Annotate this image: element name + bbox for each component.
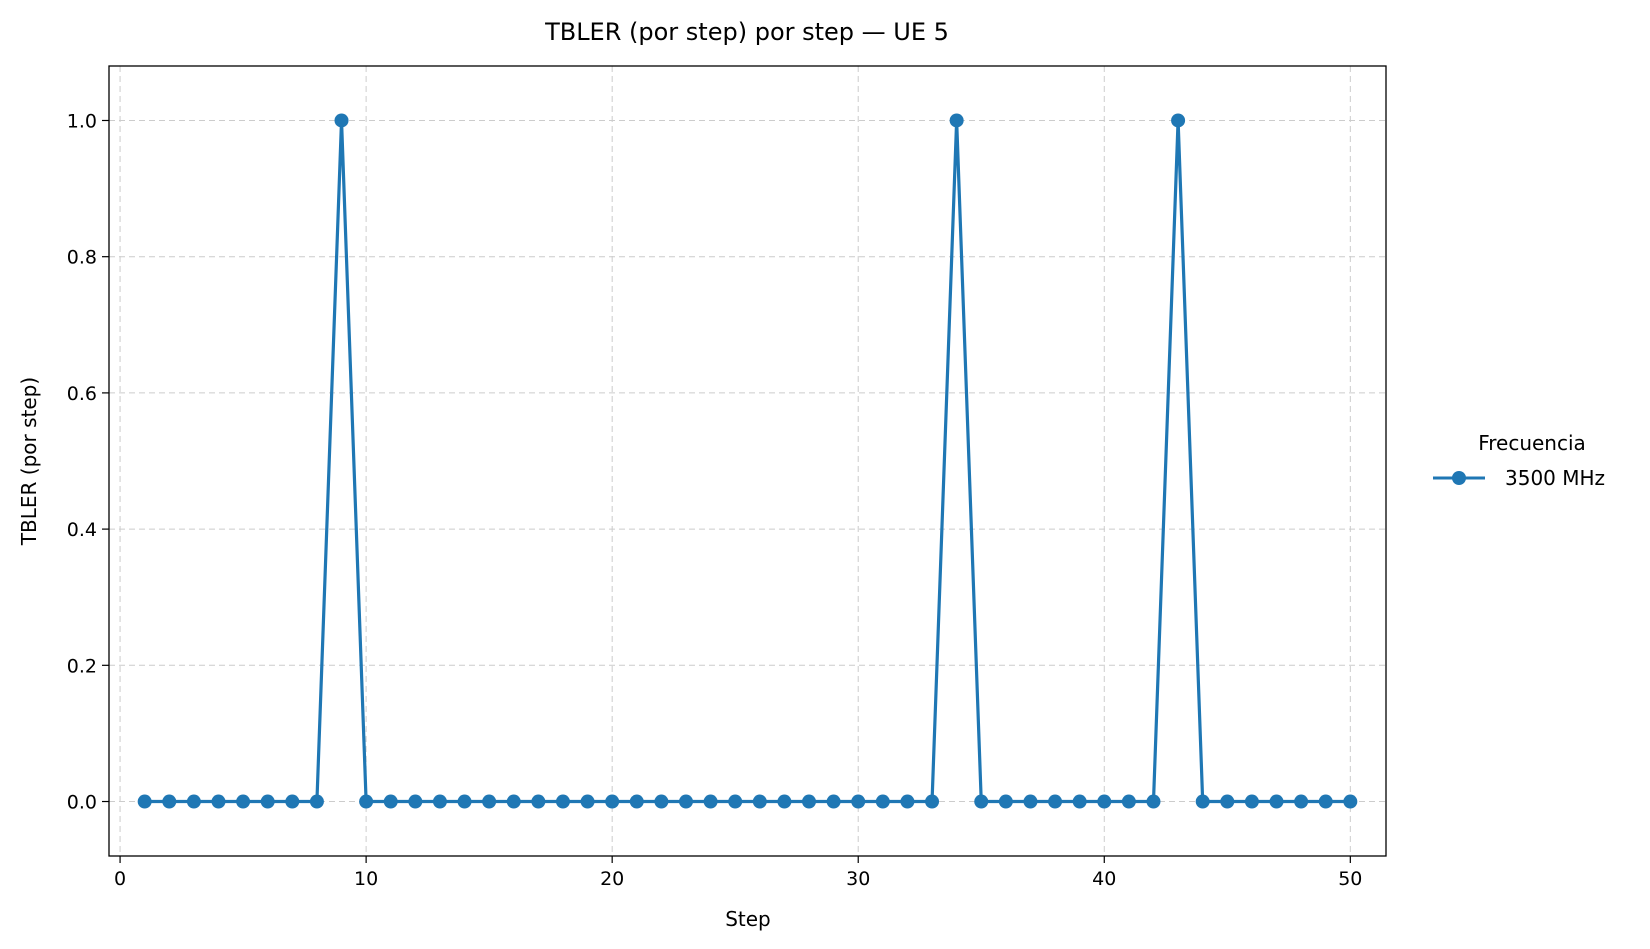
y-tick-label: 0.8 — [67, 247, 97, 269]
y-tick-label: 0.4 — [67, 519, 97, 541]
y-tick-label: 0.0 — [67, 792, 97, 814]
data-point — [1023, 794, 1038, 809]
data-point — [1343, 794, 1358, 809]
x-tick-label: 50 — [1338, 868, 1362, 890]
data-point — [777, 794, 792, 809]
x-axis-label: Step — [725, 907, 771, 931]
data-point — [851, 794, 866, 809]
data-point — [1195, 794, 1210, 809]
data-point — [875, 794, 890, 809]
data-point — [900, 794, 915, 809]
legend: Frecuencia 3500 MHz — [1433, 431, 1605, 490]
data-point — [728, 794, 743, 809]
data-point — [137, 794, 152, 809]
data-point — [802, 794, 817, 809]
plot-frame — [108, 65, 1387, 857]
x-tick-label: 10 — [354, 868, 378, 890]
x-tick-label: 40 — [1092, 868, 1116, 890]
data-point — [925, 794, 940, 809]
data-point — [826, 794, 841, 809]
data-point — [580, 794, 595, 809]
x-tick-label: 30 — [846, 868, 870, 890]
data-point — [186, 794, 201, 809]
legend-title: Frecuencia — [1478, 431, 1586, 455]
data-point — [1072, 794, 1087, 809]
data-point — [260, 794, 275, 809]
data-point — [1294, 794, 1309, 809]
data-point — [555, 794, 570, 809]
x-tick-label: 0 — [114, 868, 126, 890]
data-point — [1048, 794, 1063, 809]
data-point — [408, 794, 423, 809]
data-point — [482, 794, 497, 809]
y-tick-label: 0.2 — [67, 655, 97, 677]
data-point — [1220, 794, 1235, 809]
data-point — [1097, 794, 1112, 809]
y-tick-label: 0.6 — [67, 383, 97, 405]
data-point — [605, 794, 620, 809]
data-point — [752, 794, 767, 809]
data-point — [998, 794, 1013, 809]
data-point — [334, 113, 349, 128]
data-point — [285, 794, 300, 809]
chart-title: TBLER (por step) por step — UE 5 — [544, 18, 949, 46]
grid — [109, 66, 1386, 856]
data-point — [309, 794, 324, 809]
data-point — [1121, 794, 1136, 809]
data-point — [432, 794, 447, 809]
data-point — [703, 794, 718, 809]
data-point — [1269, 794, 1284, 809]
data-point — [678, 794, 693, 809]
ticks: 0 10 20 30 40 50 0.0 0.2 0.4 0.6 0.8 1.0 — [67, 110, 1363, 890]
data-point — [383, 794, 398, 809]
series-layer — [137, 113, 1358, 809]
series-line — [144, 118, 1351, 804]
data-point — [949, 113, 964, 128]
x-tick-label: 20 — [600, 868, 624, 890]
data-point — [506, 794, 521, 809]
y-tick-label: 1.0 — [67, 110, 97, 132]
data-point — [629, 794, 644, 809]
data-point — [1146, 794, 1161, 809]
legend-marker — [1452, 471, 1466, 485]
data-point — [1318, 794, 1333, 809]
data-point — [236, 794, 251, 809]
data-point — [1244, 794, 1259, 809]
data-point — [531, 794, 546, 809]
data-point — [162, 794, 177, 809]
data-point — [974, 794, 989, 809]
data-point — [1171, 113, 1186, 128]
data-point — [211, 794, 226, 809]
y-axis-label: TBLER (por step) — [17, 377, 41, 546]
data-point — [457, 794, 472, 809]
data-point — [359, 794, 374, 809]
data-point — [654, 794, 669, 809]
legend-entry-label: 3500 MHz — [1505, 466, 1605, 490]
